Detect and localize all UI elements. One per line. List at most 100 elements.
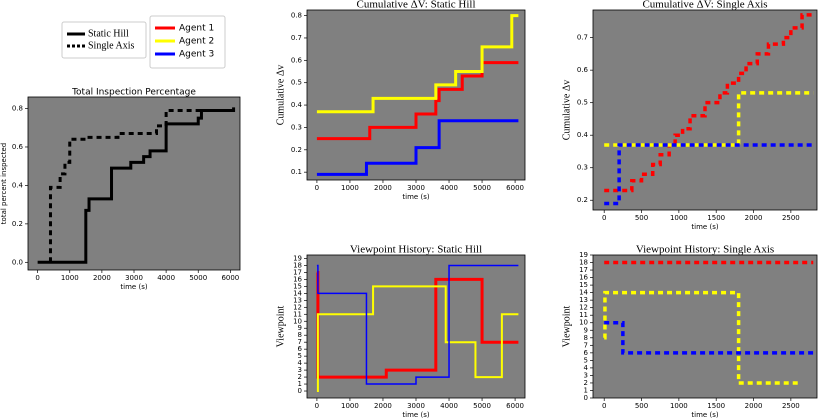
y-tick-label: 0.6 — [12, 143, 24, 151]
x-tick-label: 4000 — [440, 402, 458, 410]
y-tick-label: 9 — [298, 324, 302, 332]
y-tick-label: 0.5 — [291, 79, 302, 87]
y-tick-label: 2 — [298, 373, 302, 381]
x-tick-label: 5000 — [189, 274, 207, 282]
y-axis-label: total percent inspected — [0, 143, 8, 224]
x-tick-label: 2000 — [745, 214, 763, 222]
y-tick-label: 0.7 — [291, 34, 302, 42]
y-tick-label: 0.2 — [12, 220, 23, 228]
x-tick-label: 2000 — [374, 402, 392, 410]
y-tick-label: 3 — [298, 366, 302, 374]
y-tick-label: 18 — [293, 261, 302, 269]
y-tick-label: 0.6 — [577, 66, 589, 74]
x-tick-label: 1000 — [61, 274, 79, 282]
y-tick-label: 0.2 — [577, 196, 588, 204]
y-tick-label: 3 — [584, 371, 588, 379]
x-tick-label: 3000 — [125, 274, 143, 282]
y-tick-label: 2 — [584, 379, 588, 387]
y-tick-label: 7 — [298, 338, 302, 346]
y-tick-label: 0.4 — [291, 101, 303, 109]
x-axis-label: time (s) — [120, 283, 147, 291]
x-axis-label: time (s) — [691, 223, 718, 231]
series-line — [316, 264, 519, 385]
y-tick-label: 1 — [298, 380, 302, 388]
y-tick-label: 17 — [293, 268, 302, 276]
series-line — [37, 108, 234, 264]
chart-title: Viewpoint History: Single Axis — [636, 244, 774, 256]
x-tick-label: 0 — [602, 402, 606, 410]
y-tick-label: 12 — [293, 303, 302, 311]
y-tick-label: 0.1 — [291, 168, 302, 176]
x-tick-label: 1000 — [670, 214, 688, 222]
y-tick-label: 0.2 — [291, 146, 302, 154]
x-tick-label: 4000 — [440, 184, 458, 192]
x-tick-label: 500 — [635, 402, 648, 410]
series-line — [604, 91, 814, 147]
legend-label: Single Axis — [88, 40, 135, 51]
x-tick-label: 3000 — [407, 184, 425, 192]
chart-title: Viewpoint History: Static Hill — [350, 244, 482, 256]
series-line — [604, 320, 814, 355]
x-axis-label: time (s) — [402, 193, 429, 201]
x-axis-label: time (s) — [691, 411, 718, 419]
y-tick-label: 6 — [584, 349, 589, 357]
x-tick-label: 0 — [35, 274, 39, 282]
y-tick-label: 16 — [293, 275, 302, 283]
x-tick-label: 1000 — [670, 402, 688, 410]
y-tick-label: 1 — [584, 386, 588, 394]
x-tick-label: 3000 — [407, 402, 425, 410]
x-tick-label: 0 — [315, 184, 319, 192]
x-tick-label: 1500 — [707, 214, 725, 222]
y-tick-label: 11 — [579, 311, 588, 319]
y-axis-label: Viewpoint — [561, 305, 572, 347]
y-tick-label: 0.8 — [12, 105, 23, 113]
y-tick-label: 12 — [579, 304, 588, 312]
y-tick-label: 10 — [579, 319, 588, 327]
x-tick-label: 0 — [602, 214, 606, 222]
chart-title: Total Inspection Percentage — [71, 88, 196, 98]
x-tick-label: 2000 — [745, 402, 763, 410]
y-tick-label: 0.6 — [291, 56, 303, 64]
y-tick-label: 9 — [584, 326, 588, 334]
y-tick-label: 0.3 — [291, 123, 302, 131]
y-tick-label: 18 — [579, 259, 588, 267]
y-tick-label: 6 — [298, 345, 303, 353]
plot-area — [306, 254, 526, 399]
x-tick-label: 6000 — [506, 184, 524, 192]
x-tick-label: 2500 — [782, 214, 800, 222]
y-tick-label: 10 — [293, 317, 302, 325]
plot-area — [592, 254, 818, 399]
legend-label: Agent 1 — [179, 24, 214, 34]
x-tick-label: 6000 — [506, 402, 524, 410]
x-tick-label: 1000 — [341, 402, 359, 410]
x-tick-label: 5000 — [473, 184, 491, 192]
y-tick-label: 17 — [579, 266, 588, 274]
y-tick-label: 11 — [293, 310, 302, 318]
y-tick-label: 0.8 — [291, 12, 302, 20]
y-tick-label: 13 — [293, 296, 302, 304]
y-tick-label: 14 — [293, 289, 302, 297]
y-tick-label: 0.3 — [577, 164, 588, 172]
plot-area — [27, 96, 241, 271]
y-tick-label: 0.4 — [12, 181, 24, 189]
y-tick-label: 0.4 — [577, 131, 589, 139]
y-tick-label: 0.0 — [12, 258, 23, 266]
y-tick-label: 15 — [579, 281, 588, 289]
x-tick-label: 4000 — [157, 274, 175, 282]
y-tick-label: 0 — [298, 387, 302, 395]
series-line — [48, 104, 236, 263]
series-line — [316, 119, 519, 176]
y-tick-label: 16 — [579, 274, 588, 282]
x-tick-label: 6000 — [221, 274, 239, 282]
chart-title: Cumulative ΔV: Single Axis — [642, 0, 767, 11]
series-line — [603, 290, 799, 385]
y-tick-label: 8 — [298, 331, 302, 339]
x-tick-label: 1500 — [707, 402, 725, 410]
y-tick-label: 15 — [293, 282, 302, 290]
chart-title: Cumulative ΔV: Static Hill — [357, 0, 476, 11]
y-axis-label: Cumulative Δv — [275, 65, 286, 126]
y-tick-label: 19 — [579, 251, 588, 259]
y-tick-label: 5 — [298, 352, 302, 360]
x-tick-label: 2000 — [93, 274, 111, 282]
